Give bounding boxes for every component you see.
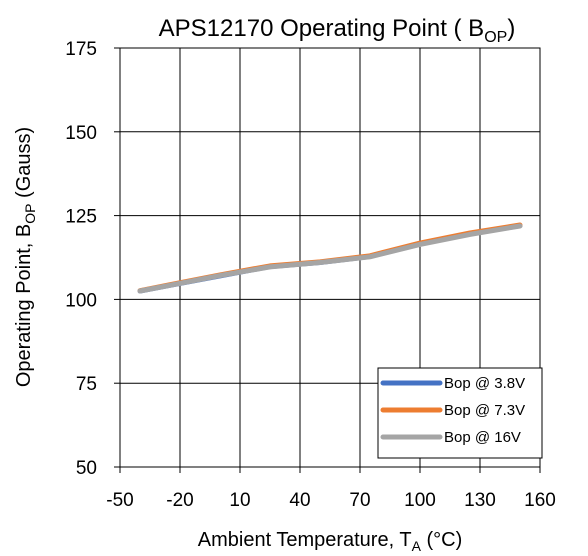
- x-axis-label-main: Ambient Temperature, T: [198, 529, 412, 551]
- y-tick-label: 125: [65, 207, 97, 228]
- plot-area-border: [119, 47, 541, 468]
- y-axis-label-main: Operating Point, B: [13, 224, 35, 387]
- x-axis-label-sub: A: [412, 538, 422, 554]
- y-axis-ticks: 50 75 100 125 150 175: [65, 39, 120, 479]
- x-tick-label: 100: [404, 490, 436, 511]
- x-axis-label: Ambient Temperature, TA (°C): [198, 529, 462, 554]
- chart-title-main: APS12170 Operating Point ( B: [159, 15, 485, 42]
- chart-title-sub: OP: [484, 29, 507, 46]
- legend: Bop @ 3.8V Bop @ 7.3V Bop @ 16V: [377, 367, 543, 459]
- x-tick-label: -50: [106, 490, 133, 511]
- x-tick-label: 70: [349, 490, 370, 511]
- series-layer: [137, 222, 523, 294]
- y-tick-label: 75: [76, 374, 97, 395]
- y-axis-label: Operating Point, BOP (Gauss): [13, 127, 38, 387]
- chart-title-end: ): [507, 15, 515, 42]
- x-tick-label: 10: [229, 490, 250, 511]
- x-axis-label-end: (°C): [421, 529, 462, 551]
- series-line-3: [137, 223, 523, 294]
- x-tick-label: -20: [166, 490, 193, 511]
- y-axis-label-end: (Gauss): [13, 127, 35, 204]
- x-tick-label: 160: [524, 490, 556, 511]
- y-tick-label: 175: [65, 39, 97, 60]
- y-tick-label: 100: [65, 290, 97, 311]
- legend-label-1: Bop @ 3.8V: [444, 375, 525, 392]
- x-tick-label: 130: [464, 490, 496, 511]
- legend-label-3: Bop @ 16V: [444, 429, 521, 446]
- y-tick-label: 50: [76, 458, 97, 479]
- y-tick-label: 150: [65, 123, 97, 144]
- y-axis-label-sub: OP: [22, 204, 38, 224]
- x-tick-label: 40: [289, 490, 310, 511]
- legend-label-2: Bop @ 7.3V: [444, 402, 525, 419]
- legend-box: [377, 367, 543, 459]
- chart-title: APS12170 Operating Point ( BOP): [159, 15, 516, 46]
- plot-area: [119, 47, 541, 468]
- x-axis-ticks: -50 -20 10 40 70 100 130 160: [106, 467, 556, 511]
